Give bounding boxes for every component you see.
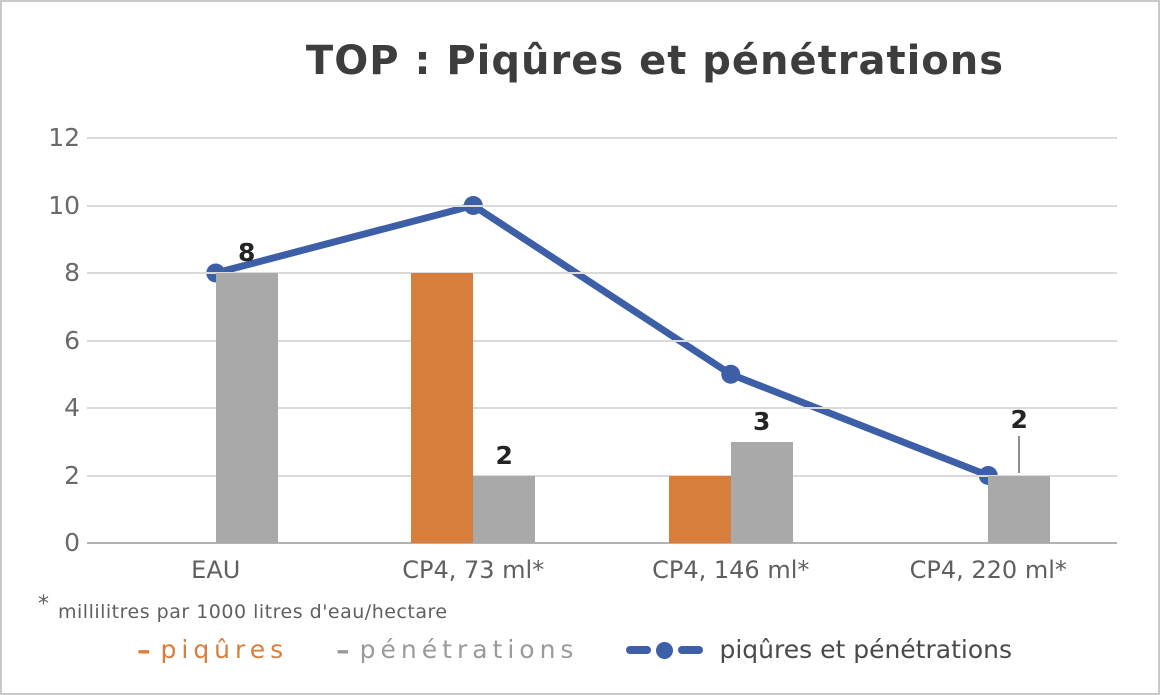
x-label-cp4-220-ml-: CP4, 220 ml* [909, 556, 1067, 584]
footnote: * millilitres par 1000 litres d'eau/hecta… [38, 592, 448, 623]
gridline-8 [87, 272, 1117, 274]
gridline-4 [87, 407, 1117, 409]
y-tick-10: 10 [48, 190, 80, 220]
gridline-10 [87, 204, 1117, 207]
y-tick-2: 2 [64, 460, 80, 490]
legend-label-penetrations: pénétrations [359, 635, 579, 664]
gridline-12 [87, 137, 1117, 139]
legend-dash-penetrations: – [336, 634, 350, 666]
gridline-0 [87, 542, 1117, 544]
footnote-text: millilitres par 1000 litres d'eau/hectar… [58, 601, 448, 623]
line-marker-icon [626, 641, 704, 659]
bar-piqures-cp4-146-ml- [668, 475, 731, 543]
legend-item-piqures: – piqûres [137, 635, 288, 665]
plot-area: 8 2 3 2 [87, 137, 1117, 544]
legend-dash-piqures: – [137, 634, 151, 666]
bar-penetrations-cp4-146-ml- [730, 441, 793, 543]
bar-penetrations-eau [215, 273, 278, 543]
y-axis-labels: 0 2 4 6 8 10 12 [20, 123, 80, 557]
footnote-asterisk: * [38, 592, 49, 617]
line-path [212, 202, 992, 479]
line-dash-icon [626, 646, 652, 654]
line-dash-icon [678, 646, 704, 654]
y-tick-0: 0 [64, 528, 80, 557]
y-tick-8: 8 [64, 258, 80, 287]
x-label-eau: EAU [191, 556, 241, 584]
line-point-cp4-146-ml- [721, 364, 741, 384]
data-label-cp4-146-ml-: 3 [753, 406, 771, 436]
bar-piqures-cp4-73-ml- [411, 273, 474, 543]
x-label-cp4-73-ml-: CP4, 73 ml* [402, 556, 545, 584]
x-axis-labels: EAU CP4, 73 ml* CP4, 146 ml* CP4, 220 ml* [87, 556, 1117, 590]
y-tick-4: 4 [64, 393, 80, 422]
legend: – piqûres – pénétrations piqûres et péné… [137, 635, 1012, 665]
legend-item-penetrations: – pénétrations [336, 635, 578, 665]
legend-label-piqures: piqûres [160, 635, 289, 664]
label-leader-line [1018, 435, 1021, 473]
data-label-eau: 8 [238, 238, 256, 267]
data-label-cp4-220-ml-: 2 [1010, 404, 1028, 434]
y-tick-12: 12 [48, 123, 80, 152]
legend-label-line-series: piqûres et pénétrations [719, 635, 1012, 664]
chart-title: TOP : Piqûres et pénétrations [305, 38, 1005, 84]
y-tick-6: 6 [64, 325, 80, 355]
gridline-2 [87, 474, 1117, 477]
data-label-cp4-73-ml-: 2 [495, 440, 513, 470]
line-dot-icon [656, 641, 674, 659]
legend-item-line-series: piqûres et pénétrations [626, 635, 1012, 665]
bar-penetrations-cp4-220-ml- [988, 475, 1051, 543]
x-label-cp4-146-ml-: CP4, 146 ml* [652, 556, 810, 584]
gridline-6 [87, 339, 1117, 342]
bar-penetrations-cp4-73-ml- [473, 475, 536, 543]
